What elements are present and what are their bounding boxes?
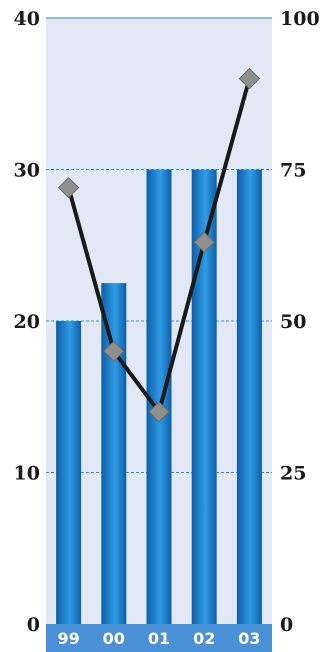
line-marker-03: [238, 67, 261, 90]
left-tick-label: 0: [27, 614, 40, 636]
bar-00: [101, 283, 127, 624]
line-marker-99: [57, 176, 80, 199]
line-marker-02: [193, 231, 215, 253]
line-marker-00: [103, 340, 125, 363]
category-label: 01: [148, 629, 170, 648]
line-marker-01: [148, 401, 170, 423]
left-tick-label: 10: [14, 463, 40, 485]
right-tick-label: 50: [280, 311, 306, 333]
right-tick-label: 25: [280, 463, 306, 485]
right-axis: 0 25 50 75 100: [280, 8, 320, 636]
category-label: 02: [193, 629, 215, 648]
left-tick-label: 40: [14, 8, 40, 30]
bar-series: [56, 169, 262, 624]
line-series: [57, 67, 261, 423]
left-tick-label: 20: [14, 311, 40, 333]
left-tick-label: 30: [14, 160, 40, 182]
category-label: 99: [57, 629, 79, 648]
category-labels: 99 00 01 02 03: [57, 629, 260, 648]
bar-99: [56, 321, 82, 624]
bar-03: [236, 169, 262, 624]
right-tick-label: 75: [280, 160, 306, 182]
category-label: 00: [103, 629, 125, 648]
left-axis: 0 10 20 30 40: [14, 8, 40, 636]
right-tick-label: 100: [280, 8, 320, 30]
category-band: [46, 624, 272, 652]
category-label: 03: [238, 629, 260, 648]
bar-01: [146, 169, 172, 624]
right-tick-label: 0: [280, 614, 293, 636]
